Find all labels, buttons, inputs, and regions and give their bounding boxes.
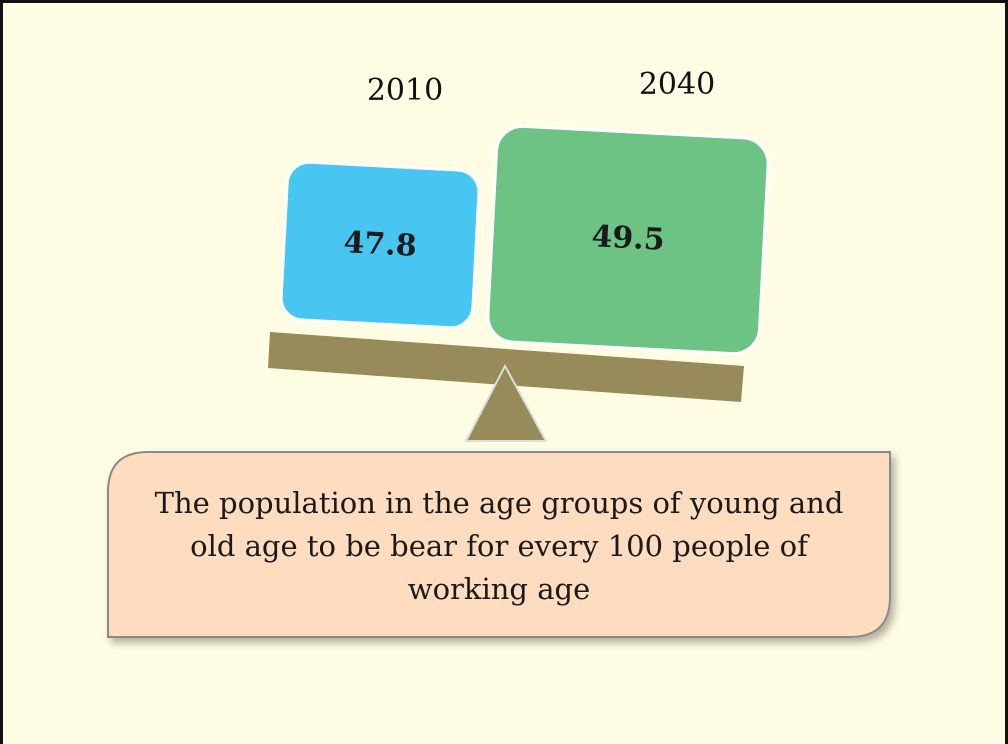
callout-line: old age to be bear for every 100 people … — [190, 529, 810, 563]
fulcrum — [464, 363, 548, 442]
box — [486, 124, 770, 356]
box-2010: 47.8 — [279, 160, 481, 330]
box — [279, 160, 481, 330]
year-label: 2040 — [639, 67, 715, 102]
value-label: 47.8 — [343, 225, 418, 264]
callout — [107, 451, 891, 638]
value-label: 49.5 — [591, 219, 666, 258]
year-label: 2010 — [367, 73, 443, 108]
callout-line: The population in the age groups of youn… — [155, 486, 844, 520]
box-2040: 49.5 — [486, 124, 770, 356]
callout-line: working age — [408, 572, 590, 606]
